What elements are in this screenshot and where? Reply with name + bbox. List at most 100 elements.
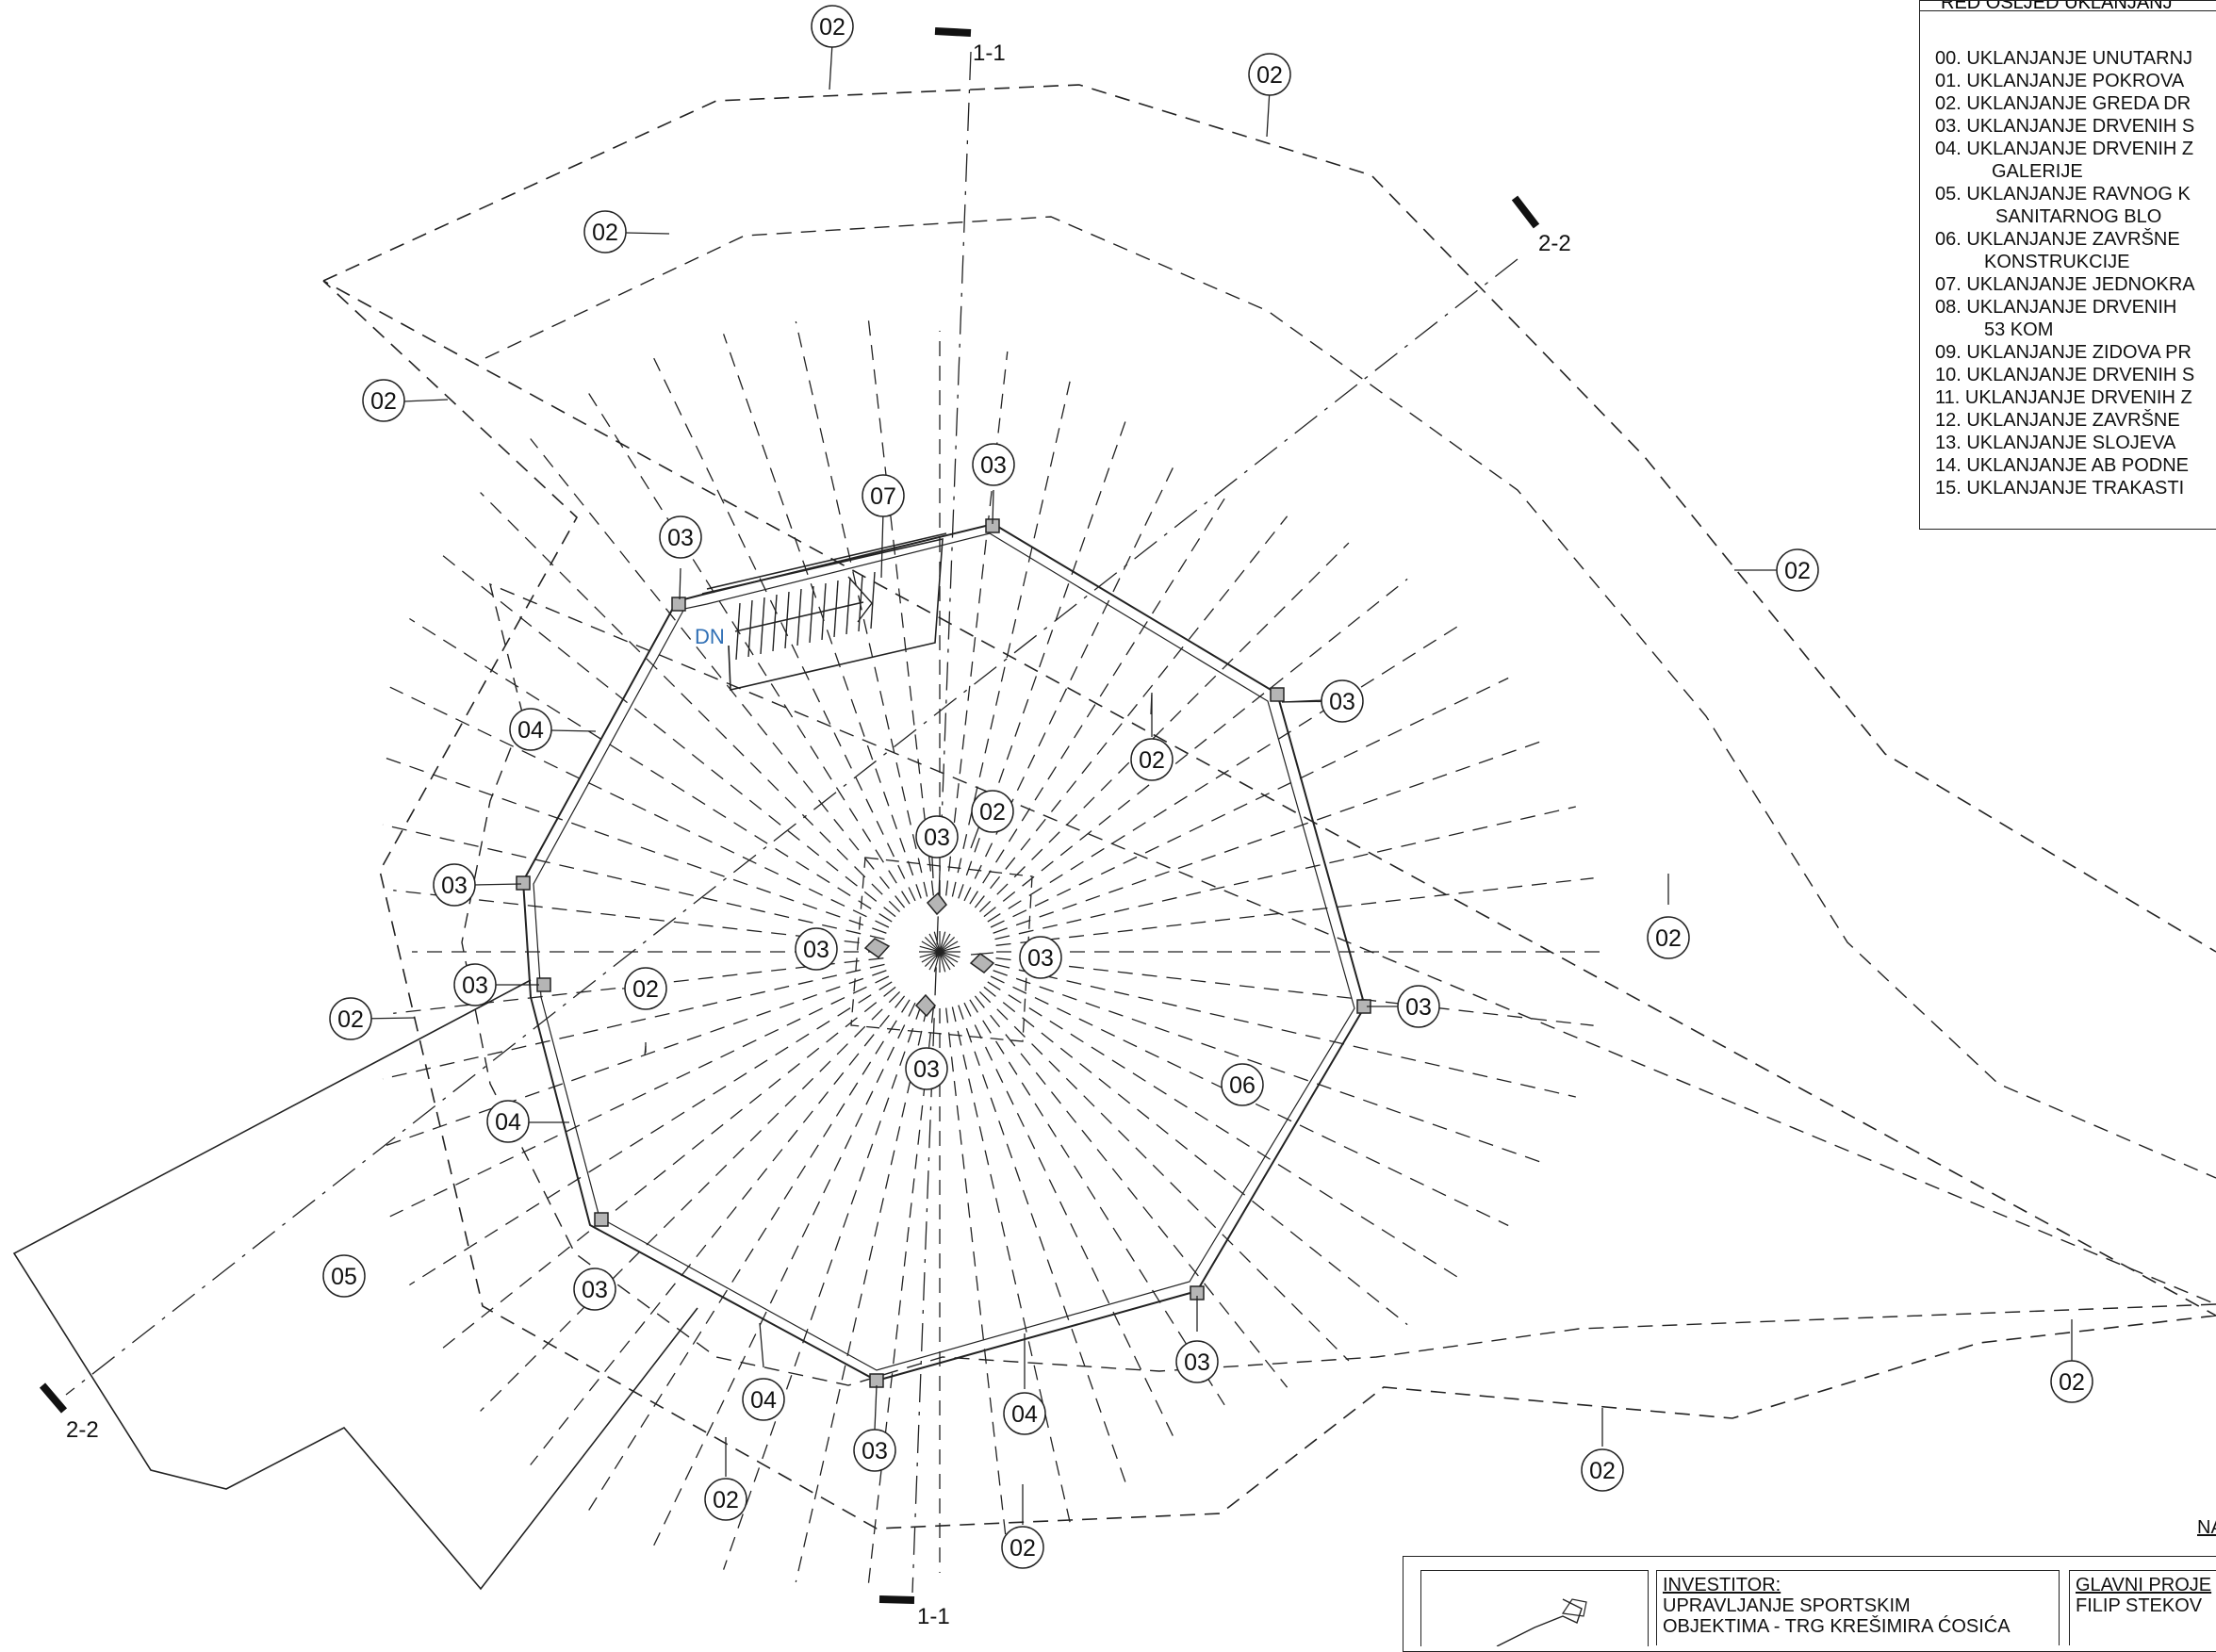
stair-treads [735, 571, 876, 661]
tag-label: 02 [819, 14, 845, 41]
tag-circle [971, 790, 1014, 833]
rafter-line [382, 963, 885, 1080]
tag-circle [509, 708, 552, 751]
designer-cell: GLAVNI PROJE FILIP STEKOV [2069, 1570, 2216, 1645]
tag-label: 03 [462, 973, 488, 999]
rafter-line [983, 986, 1408, 1326]
tag-label: 06 [1229, 1072, 1256, 1099]
stair-tread [784, 591, 790, 649]
element-tag: 02 [1248, 53, 1291, 96]
tag-label: 02 [1139, 747, 1165, 774]
center-star-ray [921, 940, 941, 953]
tag-circle [1321, 679, 1364, 723]
central-lantern [850, 857, 1033, 1042]
rafter-line [958, 1005, 1127, 1485]
tag-circle [1221, 1063, 1264, 1106]
legend-item: 05. UKLANJANJE RAVNOG K [1935, 184, 2191, 204]
tag-label: 02 [1589, 1458, 1616, 1484]
element-tag: 04 [486, 1100, 530, 1143]
stair-tread [870, 571, 876, 630]
rafter-line [653, 357, 916, 902]
legend-item: 10. UKLANJANJE DRVENIH S [1935, 365, 2195, 385]
tag-label: 04 [517, 717, 544, 744]
legend-item: 03. UKLANJANJE DRVENIH S [1935, 116, 2195, 137]
tag-label: 02 [632, 976, 659, 1003]
legend-item: 14. UKLANJANJE AB PODNE [1935, 455, 2189, 476]
legend-item: 01. UKLANJANJE POKROVA [1935, 71, 2185, 91]
tag-label: 03 [924, 825, 950, 851]
center-star-ray [933, 931, 941, 953]
designer-heading: GLAVNI PROJE [2076, 1575, 2212, 1595]
radial-rafters [381, 320, 1600, 1583]
tag-circle [1003, 1392, 1046, 1435]
center-posts [863, 891, 995, 1018]
rafter-line [963, 1002, 1176, 1441]
rafter-line [722, 1005, 922, 1570]
rafter-line [978, 990, 1350, 1362]
tag-label: 02 [1655, 925, 1682, 952]
rafter-line [951, 1006, 1071, 1523]
tag-circle [583, 210, 627, 254]
investor-line-2: OBJEKTIMA - TRG KREŠIMIRA ĆOSIĆA [1663, 1616, 2011, 1637]
tag-circle [1130, 738, 1174, 781]
center-star-ray [939, 951, 946, 973]
element-tag: 03 [433, 863, 476, 907]
stair-tread [809, 585, 814, 644]
section-label-1-1-bottom: 1-1 [917, 1604, 950, 1629]
rafter-line [990, 677, 1509, 928]
tag-circle [1248, 53, 1291, 96]
tag-label: 04 [495, 1109, 521, 1136]
column-marker [1270, 687, 1285, 702]
tag-label: 03 [582, 1277, 608, 1303]
element-tag: 02 [2050, 1360, 2093, 1403]
drawing-name-label: NA [2197, 1517, 2216, 1538]
rafter-line [990, 975, 1509, 1227]
rafter-line [480, 492, 901, 913]
center-star-ray [939, 951, 959, 963]
legend-item: 08. UKLANJANJE DRVENIH [1935, 297, 2177, 318]
tag-circle [1019, 936, 1062, 979]
legend-item-continuation: KONSTRUKCIJE [1984, 252, 2130, 272]
tag-label: 02 [979, 799, 1006, 826]
tag-label: 02 [337, 1006, 364, 1033]
investor-cell: INVESTITOR: UPRAVLJANJE SPORTSKIM OBJEKT… [1656, 1570, 2060, 1645]
column-marker [594, 1212, 609, 1227]
legend-item: 00. UKLANJANJE UNUTARNJ [1935, 48, 2193, 69]
tag-circle [329, 997, 372, 1040]
element-tag: 06 [1221, 1063, 1264, 1106]
center-star-ray [919, 951, 941, 958]
rafter-line [653, 1002, 916, 1546]
rafter-line [439, 552, 896, 918]
element-tag: 03 [915, 815, 959, 859]
tag-label: 03 [1027, 945, 1054, 972]
tag-label: 03 [862, 1438, 888, 1464]
investor-heading: INVESTITOR: [1663, 1575, 1781, 1595]
tag-label: 03 [1184, 1349, 1210, 1376]
center-star-ray [939, 951, 956, 968]
tag-circle [1776, 548, 1819, 592]
element-tag: 03 [853, 1429, 896, 1472]
demolition-legend: RED OSLJED UKLANJANJ 00. UKLANJANJE UNUT… [1919, 0, 2216, 530]
element-tag: 02 [329, 997, 372, 1040]
element-tag: 03 [1175, 1340, 1219, 1383]
tag-label: 02 [1010, 1535, 1036, 1562]
stair-tread [747, 599, 753, 658]
tag-label: 03 [441, 873, 468, 899]
tag-label: 05 [331, 1264, 357, 1290]
center-star-ray [933, 951, 941, 973]
tag-label: 03 [980, 452, 1007, 479]
center-star-ray [939, 933, 951, 953]
column-marker [869, 1373, 884, 1388]
rafter-line [987, 623, 1462, 923]
center-star-ray [939, 951, 960, 958]
rafter-line [381, 756, 887, 934]
tag-circle [573, 1268, 616, 1311]
rafter-line [994, 963, 1576, 1098]
tag-label: 04 [750, 1387, 777, 1414]
center-star-ray [928, 933, 941, 953]
tag-leaders [359, 42, 2073, 1525]
element-tag: 03 [659, 515, 702, 559]
tag-circle [1001, 1526, 1044, 1569]
stair-tread [845, 577, 851, 635]
center-star-ray [939, 940, 959, 953]
